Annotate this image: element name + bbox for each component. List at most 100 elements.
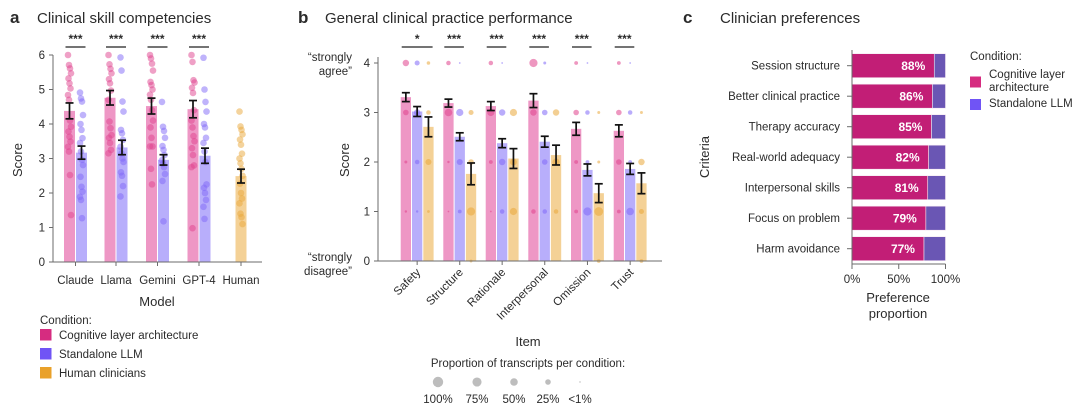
significance-marker: ***: [150, 32, 164, 46]
bar-cla-trust: [613, 130, 624, 261]
legend-title: Condition:: [970, 51, 1022, 63]
data-point-llm: [76, 89, 84, 96]
legend-label: architecture: [989, 82, 1049, 94]
significance-marker: ***: [575, 32, 589, 46]
proportion-dot-cla: [403, 109, 409, 116]
error-bar-human-rationale: [509, 147, 518, 170]
data-point-llm: [200, 184, 208, 192]
proportion-dot-human: [466, 207, 476, 216]
bar-llm-real-world-adequacy: [928, 144, 946, 170]
error-bar-human-human: [237, 168, 245, 184]
significance-marker: ***: [68, 32, 82, 46]
proportion-dot-llm: [456, 108, 464, 117]
data-point-human: [236, 136, 244, 143]
data-point-llm: [201, 86, 208, 93]
data-point-cla: [65, 96, 73, 104]
y-tick-label: 6: [39, 50, 45, 62]
strongly-disagree-label: “strongly: [308, 252, 352, 264]
data-point-cla: [188, 84, 196, 92]
proportion-dot-human: [468, 109, 474, 116]
data-point-llm: [161, 134, 169, 142]
panel-a: a Clinical skill competencies 0 1 2 3 4 5 6 Claud…: [10, 8, 262, 380]
data-point-cla: [67, 69, 75, 77]
x-tick-label: Human: [222, 275, 259, 287]
error-bar-human-omission: [594, 182, 603, 204]
proportion-dot-llm: [458, 62, 461, 64]
proportion-dot-human: [425, 158, 432, 166]
proportion-dot-human: [427, 210, 430, 213]
data-point-cla: [66, 171, 74, 179]
proportion-dot-cla: [529, 58, 538, 68]
proportion-dot-cla: [488, 60, 494, 66]
proportion-dot-cla: [531, 209, 536, 214]
data-point-llm: [120, 108, 127, 115]
data-point-llm: [201, 215, 208, 223]
data-point-llm: [79, 188, 86, 195]
legend-swatch-cla: [970, 76, 981, 88]
legend-label: Standalone LLM: [989, 98, 1073, 110]
data-point-cla: [147, 165, 155, 173]
proportion-dot-cla: [616, 159, 622, 165]
proportion-dot-llm: [583, 207, 592, 216]
bar-llm-gemini: [158, 159, 169, 262]
error-bar-llm-rationale: [498, 137, 507, 149]
proportion-dot-human: [597, 111, 601, 114]
proportion-dot-llm: [627, 110, 633, 115]
proportion-dot-llm: [414, 159, 420, 165]
proportion-dot-cla: [616, 109, 622, 116]
proportion-dot-llm: [585, 110, 590, 115]
error-bar-human-interpersonal: [552, 144, 561, 166]
data-point-llm: [118, 67, 125, 74]
significance-marker: ***: [109, 32, 123, 46]
error-bar-llm-trust: [626, 162, 635, 176]
error-bar-cla-llama: [106, 89, 114, 106]
bar-llm-llama: [116, 147, 128, 262]
bar-cla-harm-avoidance: [851, 236, 925, 261]
proportion-dot-cla: [404, 160, 408, 164]
y-tick-label: 2: [39, 188, 45, 200]
size-legend-dot: [472, 377, 482, 387]
error-bar-cla-gemini: [147, 97, 156, 115]
size-legend-label: 50%: [502, 394, 525, 406]
bar-cla-interpersonal: [528, 100, 539, 262]
error-bar-cla-omission: [572, 121, 581, 137]
error-bar-llm-omission: [583, 163, 592, 177]
proportion-dot-cla: [447, 210, 450, 213]
size-legend-label: 25%: [536, 394, 559, 406]
error-bar-cla-interpersonal: [529, 92, 538, 109]
data-label: 77%: [891, 242, 915, 256]
size-legend-label: <1%: [568, 394, 591, 406]
data-point-cla: [149, 117, 157, 124]
size-legend-dot: [432, 376, 444, 388]
size-legend: Proportion of transcripts per condition:…: [423, 358, 625, 406]
y-axis-title: Criteria: [697, 135, 712, 178]
error-bar-cla-structure: [444, 98, 453, 108]
error-bar-llm-gemini: [159, 153, 168, 166]
data-point-cla: [189, 124, 196, 131]
y-tick-label: 3: [364, 108, 370, 120]
data-point-human: [236, 200, 243, 207]
proportion-dot-human: [553, 209, 559, 214]
data-point-llm: [200, 54, 207, 62]
panel-title: Clinician preferences: [720, 10, 860, 27]
bar-llm-focus-on-problem: [925, 205, 946, 231]
proportion-dot-human: [638, 208, 644, 215]
proportion-dot-human: [552, 109, 560, 116]
error-bar-cla-rationale: [486, 100, 495, 112]
y-tick-label: Therapy accuracy: [749, 122, 841, 134]
strongly-agree-label: “strongly: [308, 52, 352, 64]
data-point-llm: [77, 120, 84, 128]
error-bar-cla-gpt-4: [189, 99, 197, 119]
data-label: 85%: [898, 120, 922, 134]
y-tick-label: 0: [364, 256, 370, 268]
bar-llm-session-structure: [933, 53, 946, 79]
proportion-dot-cla: [573, 109, 579, 116]
data-point-human: [239, 131, 246, 138]
x-tick-label: Gemini: [139, 275, 175, 287]
panel-letter: b: [298, 8, 308, 27]
data-point-cla: [191, 79, 198, 86]
x-tick-label: Llama: [100, 275, 132, 287]
data-point-cla: [67, 85, 74, 92]
legend-label: Human clinicians: [59, 368, 146, 380]
data-point-llm: [160, 217, 167, 225]
